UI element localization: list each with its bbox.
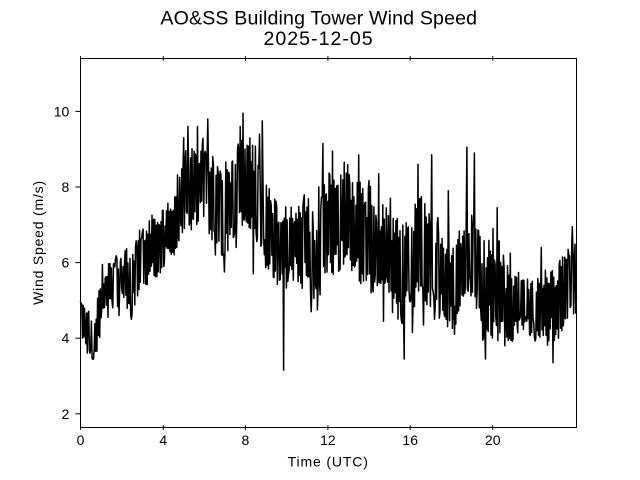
- svg-text:0: 0: [77, 432, 85, 448]
- svg-text:10: 10: [54, 103, 70, 119]
- svg-text:8: 8: [242, 432, 250, 448]
- svg-text:8: 8: [62, 179, 70, 195]
- svg-text:6: 6: [62, 255, 70, 271]
- svg-text:2: 2: [62, 406, 70, 422]
- svg-text:Time (UTC): Time (UTC): [288, 453, 369, 469]
- svg-text:4: 4: [62, 330, 70, 346]
- svg-text:Wind Speed (m/s): Wind Speed (m/s): [30, 180, 46, 305]
- svg-text:12: 12: [320, 432, 336, 448]
- svg-text:4: 4: [159, 432, 167, 448]
- svg-text:2025-12-05: 2025-12-05: [263, 28, 373, 50]
- svg-text:20: 20: [485, 432, 501, 448]
- svg-text:AO&SS Building Tower Wind Spee: AO&SS Building Tower Wind Speed: [160, 7, 477, 29]
- svg-text:16: 16: [402, 432, 418, 448]
